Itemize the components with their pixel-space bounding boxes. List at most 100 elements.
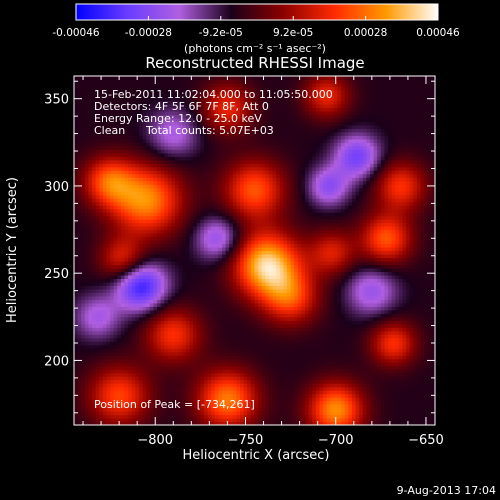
heatmap-cell <box>171 267 176 273</box>
heatmap-cell <box>110 117 115 122</box>
heatmap-cell <box>131 76 136 81</box>
heatmap-cell <box>167 421 173 425</box>
heatmap-cell <box>229 76 234 81</box>
heatmap-cell <box>189 236 194 241</box>
heatmap-cell <box>247 205 252 210</box>
heatmap-cell <box>185 173 191 178</box>
heatmap-cell <box>138 138 144 143</box>
heatmap-cell <box>196 288 201 293</box>
heatmap-cell <box>157 215 162 220</box>
heatmap-cell <box>88 128 93 133</box>
heatmap-cell <box>189 173 194 178</box>
heatmap-cell <box>164 257 169 262</box>
heatmap-cell <box>124 365 129 370</box>
heatmap-cell <box>178 79 183 84</box>
heatmap-cell <box>102 407 108 412</box>
heatmap-cell <box>84 152 90 157</box>
heatmap-cell <box>240 348 245 353</box>
heatmap-cell <box>81 156 86 161</box>
heatmap-cell <box>214 404 219 409</box>
heatmap-cell <box>120 379 126 384</box>
heatmap-cell <box>95 264 100 269</box>
heatmap-cell <box>225 386 230 391</box>
heatmap-cell <box>117 390 122 395</box>
heatmap-cell <box>247 180 252 185</box>
heatmap-cell <box>207 233 212 238</box>
heatmap-cell <box>149 100 155 105</box>
heatmap-cell <box>142 411 147 416</box>
heatmap-cell <box>146 397 151 402</box>
heatmap-cell <box>196 358 201 363</box>
heatmap-cell <box>113 285 118 290</box>
heatmap-cell <box>211 131 216 136</box>
heatmap-cell <box>222 386 227 391</box>
heatmap-cell <box>247 351 252 356</box>
heatmap-cell <box>193 191 198 196</box>
heatmap-cell <box>160 187 165 192</box>
heatmap-cell <box>164 414 169 419</box>
heatmap-cell <box>135 260 140 266</box>
heatmap-cell <box>160 369 165 374</box>
heatmap-cell <box>189 418 194 423</box>
heatmap-cell <box>200 212 205 217</box>
heatmap-cell <box>110 397 115 402</box>
heatmap-cell <box>232 358 238 363</box>
heatmap-cell <box>200 334 205 339</box>
heatmap-cell <box>182 337 187 342</box>
heatmap-cell <box>196 260 201 266</box>
heatmap-cell <box>146 369 151 374</box>
heatmap-cell <box>92 222 97 227</box>
heatmap-cell <box>142 337 147 342</box>
heatmap-cell <box>81 229 86 234</box>
heatmap-cell <box>175 281 180 286</box>
heatmap-cell <box>153 390 158 395</box>
heatmap-cell <box>92 274 97 280</box>
heatmap-cell <box>131 96 136 102</box>
heatmap-cell <box>117 170 122 175</box>
heatmap-cell <box>182 219 187 224</box>
heatmap-cell <box>110 400 115 405</box>
heatmap-cell <box>88 247 93 252</box>
heatmap-cell <box>214 110 219 115</box>
heatmap-cell <box>185 348 191 353</box>
heatmap-cell <box>189 93 194 98</box>
heatmap-cell <box>138 184 144 189</box>
heatmap-cell <box>113 121 118 126</box>
heatmap-cell <box>189 299 194 304</box>
heatmap-cell <box>102 128 108 133</box>
heatmap-cell <box>175 348 180 353</box>
heatmap-cell <box>175 418 180 423</box>
heatmap-cell <box>124 299 129 304</box>
heatmap-cell <box>236 187 241 192</box>
heatmap-cell <box>120 418 126 423</box>
heatmap-cell <box>153 260 158 266</box>
heatmap-cell <box>222 274 227 280</box>
heatmap-cell <box>182 327 187 332</box>
heatmap-cell <box>113 156 118 161</box>
heatmap-cell <box>84 215 90 220</box>
heatmap-cell <box>153 236 158 241</box>
heatmap-cell <box>236 229 241 234</box>
heatmap-cell <box>250 302 256 307</box>
heatmap-cell <box>120 177 126 182</box>
heatmap-cell <box>110 100 115 105</box>
heatmap-cell <box>106 184 111 189</box>
heatmap-cell <box>92 404 97 409</box>
heatmap-cell <box>95 114 100 119</box>
heatmap-cell <box>120 369 126 374</box>
heatmap-cell <box>81 138 86 143</box>
heatmap-cell <box>250 421 256 425</box>
heatmap-cell <box>207 149 212 154</box>
heatmap-cell <box>222 82 227 88</box>
heatmap-cell <box>120 421 126 425</box>
heatmap-cell <box>95 180 100 185</box>
heatmap-cell <box>106 348 111 353</box>
heatmap-cell <box>203 337 209 342</box>
heatmap-cell <box>120 320 126 325</box>
heatmap-cell <box>146 149 151 154</box>
heatmap-cell <box>138 142 144 147</box>
heatmap-cell <box>229 302 234 307</box>
heatmap-cell <box>178 247 183 252</box>
heatmap-cell <box>225 369 230 374</box>
heatmap-cell <box>102 159 108 164</box>
